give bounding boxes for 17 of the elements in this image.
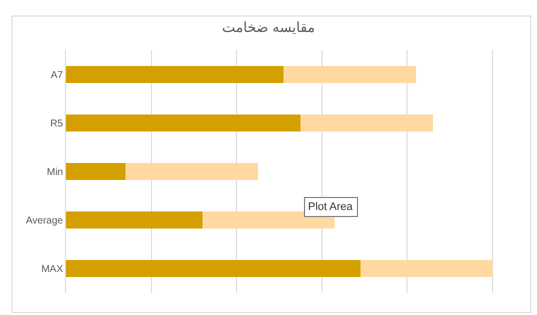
bar <box>284 66 416 83</box>
bar <box>66 66 284 83</box>
bar <box>126 163 258 180</box>
bar <box>66 212 202 229</box>
y-tick-label: R5 <box>50 118 64 130</box>
bar <box>66 114 301 132</box>
y-tick-label: Min <box>46 167 63 178</box>
chart-title: مقایسه ضخامت <box>222 18 316 35</box>
y-tick-label: Average <box>26 216 64 227</box>
bar <box>202 212 335 229</box>
bar <box>66 163 126 180</box>
bar <box>360 260 493 278</box>
bar <box>300 114 433 132</box>
bar <box>66 260 360 278</box>
y-tick-label: A7 <box>50 70 64 81</box>
annotation: Plot Area <box>308 201 354 213</box>
y-tick-label: MAX <box>41 264 64 276</box>
